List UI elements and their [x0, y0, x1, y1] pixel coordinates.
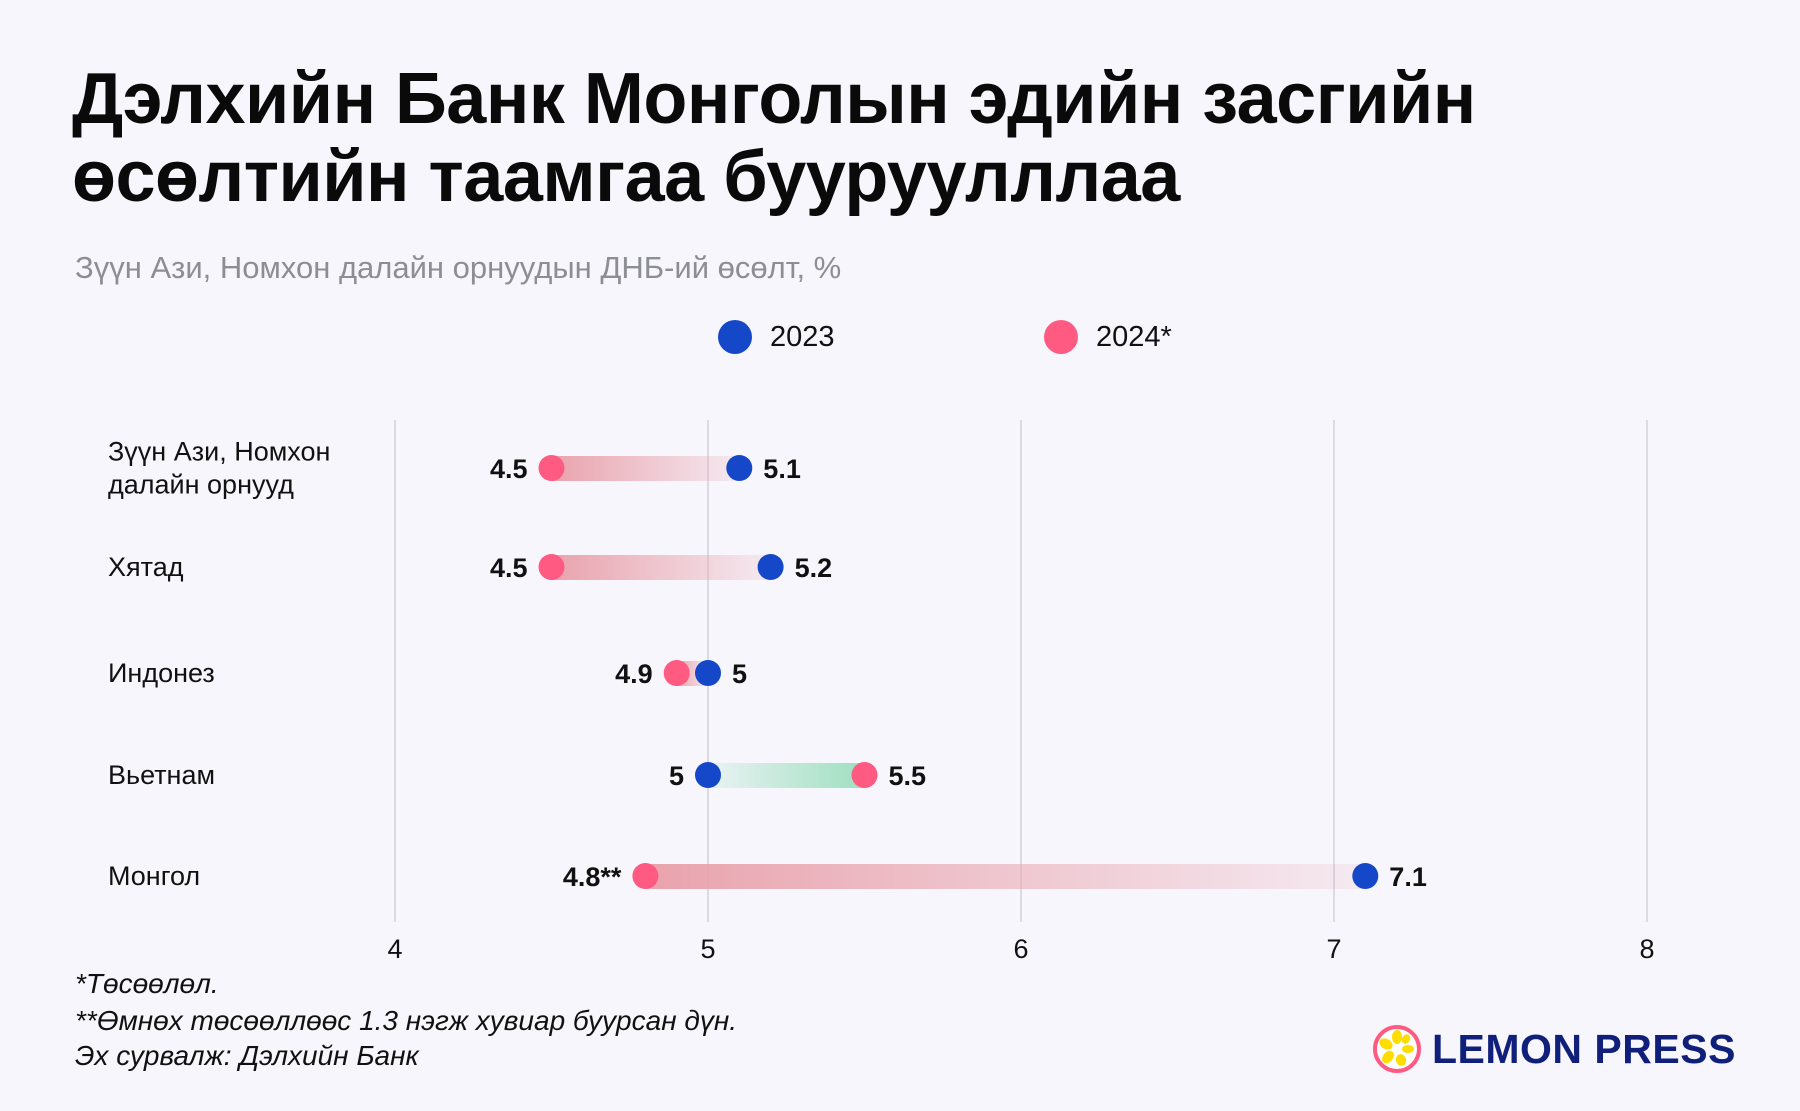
lemon-press-logo: LEMON PRESS: [1372, 1024, 1736, 1074]
value-label-2024: 4.5: [490, 553, 528, 583]
dot-2023: [757, 554, 784, 580]
range-bar: [551, 555, 771, 580]
value-label-2024: 4.9: [615, 659, 653, 689]
logo-text: LEMON PRESS: [1432, 1025, 1736, 1072]
footnote-forecast: *Төсөөлөл.: [75, 968, 219, 999]
x-tick-label: 6: [1013, 934, 1028, 964]
legend-dot-2024: [1044, 320, 1078, 354]
chart-subtitle: Зүүн Ази, Номхон далайн орнуудын ДНБ-ий …: [75, 250, 842, 285]
range-bar: [645, 864, 1366, 889]
dot-2024: [538, 554, 565, 580]
value-label-2023: 5.2: [795, 553, 833, 583]
value-label-2024: 4.8**: [563, 862, 622, 892]
dot-2023: [695, 762, 721, 788]
category-label: Вьетнам: [108, 760, 215, 790]
legend-item-2023: 2023: [718, 320, 835, 354]
category-label: Хятад: [108, 552, 184, 582]
category-label: Индонез: [108, 658, 215, 688]
dot-2023: [726, 455, 753, 481]
lemon-slice-icon: [1373, 1025, 1421, 1073]
value-label-2023: 7.1: [1389, 862, 1427, 892]
value-label-2024: 4.5: [490, 454, 528, 484]
value-label-2023: 5: [732, 659, 747, 689]
dot-2023: [1352, 863, 1379, 889]
category-label: Монгол: [108, 861, 200, 891]
legend-label: 2024*: [1096, 320, 1172, 353]
value-label-2023: 5: [669, 761, 684, 791]
value-label-2023: 5.1: [763, 454, 801, 484]
legend-label: 2023: [770, 320, 835, 353]
chart-title: Дэлхийн Банк Монголын эдийн засгийн өсөл…: [72, 59, 1476, 217]
value-label-2024: 5.5: [889, 761, 927, 791]
range-bar: [551, 456, 740, 481]
dot-2023: [695, 660, 721, 686]
category-label: Зүүн Ази, Номхон: [108, 437, 330, 467]
footnote-source: Эх сурвалж: Дэлхийн Банк: [75, 1040, 419, 1071]
x-tick-label: 4: [387, 934, 402, 964]
dot-2024: [851, 762, 878, 788]
legend-item-2024: 2024*: [1044, 320, 1172, 354]
category-label: далайн орнууд: [108, 470, 294, 500]
x-tick-label: 8: [1639, 934, 1654, 964]
x-tick-label: 7: [1326, 934, 1341, 964]
legend-dot-2023: [718, 320, 752, 354]
dot-2024: [632, 863, 659, 889]
footnote-revision: **Өмнөх төсөөллөөс 1.3 нэгж хувиар буурс…: [75, 1005, 738, 1036]
x-tick-label: 5: [700, 934, 715, 964]
dot-2024: [663, 660, 690, 686]
range-bar: [708, 763, 865, 788]
dot-2024: [538, 455, 565, 481]
